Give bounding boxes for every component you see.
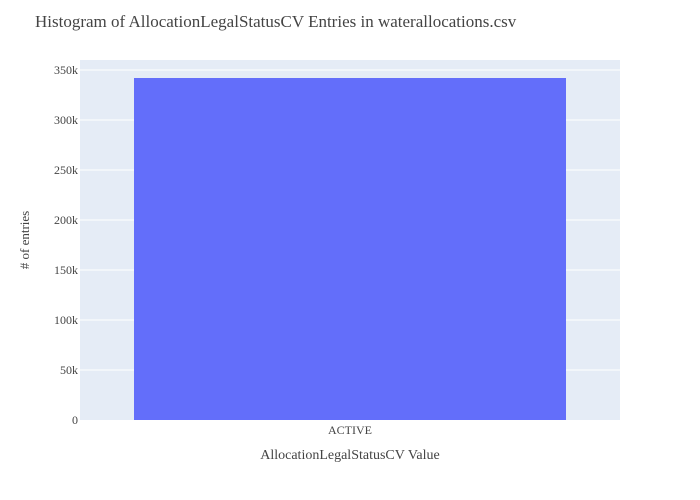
bar bbox=[134, 78, 566, 420]
y-tick-label: 100k bbox=[54, 313, 78, 327]
x-tick-label: ACTIVE bbox=[328, 423, 372, 437]
y-tick-label: 300k bbox=[54, 113, 78, 127]
y-tick-label: 350k bbox=[54, 63, 78, 77]
chart-title: Histogram of AllocationLegalStatusCV Ent… bbox=[35, 12, 517, 31]
y-tick-label: 200k bbox=[54, 213, 78, 227]
y-tick-label: 150k bbox=[54, 263, 78, 277]
y-axis-label: # of entries bbox=[17, 210, 32, 270]
y-tick-label: 50k bbox=[60, 363, 78, 377]
y-tick-label: 0 bbox=[72, 413, 78, 427]
y-tick-label: 250k bbox=[54, 163, 78, 177]
x-axis-ticks: ACTIVE bbox=[328, 423, 372, 437]
y-axis-ticks: 0 50k 100k 150k 200k 250k 300k 350k bbox=[54, 63, 78, 427]
x-axis-label: AllocationLegalStatusCV Value bbox=[260, 448, 440, 463]
bars bbox=[134, 78, 566, 420]
